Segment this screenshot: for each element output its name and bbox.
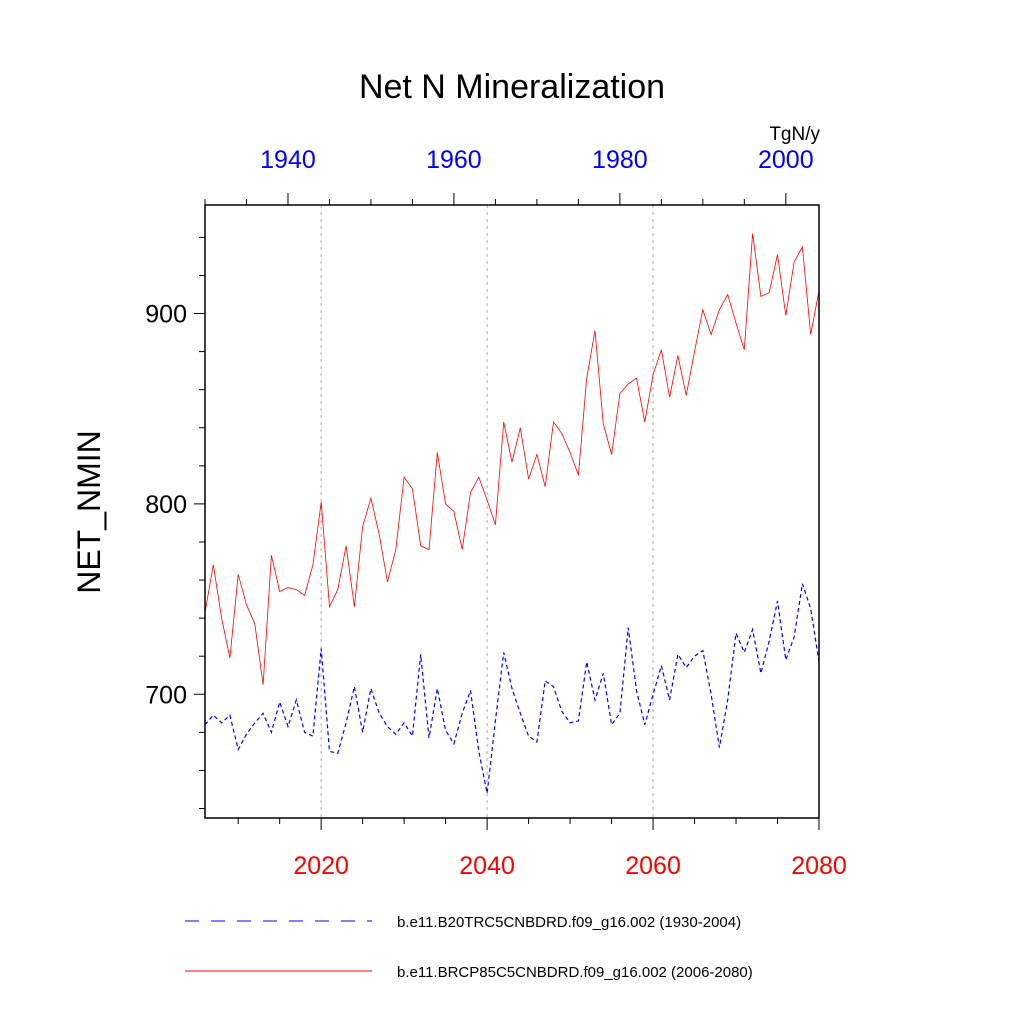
x-top-tick-label-1940: 1940 [260,146,316,174]
x-bottom-tick-label-2080: 2080 [791,852,847,880]
x-bottom-tick-label-2020: 2020 [293,852,349,880]
y-tick-label-900: 900 [145,301,187,329]
legend: b.e11.B20TRC5CNBDRD.f09_g16.002 (1930-20… [185,914,753,981]
x-top-tick-label-1980: 1980 [592,146,648,174]
series-group [204,233,820,794]
series-line-2 [204,233,820,685]
series-line-1 [204,583,820,794]
legend-label-1: b.e11.B20TRC5CNBDRD.f09_g16.002 (1930-20… [397,914,741,931]
y-axis-label: NET_NMIN [71,430,107,594]
axes: 700 800 900 2020 2040 2060 2080 1940 1960 1980 200… [145,146,847,880]
y-tick-label-700: 700 [145,681,187,709]
x-top-tick-label-1960: 1960 [426,146,482,174]
legend-label-2: b.e11.BRCP85C5CNBDRD.f09_g16.002 (2006-2… [397,964,753,981]
x-top-tick-label-2000: 2000 [758,146,814,174]
plot-frame [204,204,820,819]
chart-title: Net N Mineralization [359,68,665,106]
units-label: TgN/y [769,124,820,145]
y-tick-label-800: 800 [145,491,187,519]
grid-lines [320,205,654,818]
x-bottom-tick-label-2040: 2040 [459,852,515,880]
x-bottom-tick-label-2060: 2060 [625,852,681,880]
